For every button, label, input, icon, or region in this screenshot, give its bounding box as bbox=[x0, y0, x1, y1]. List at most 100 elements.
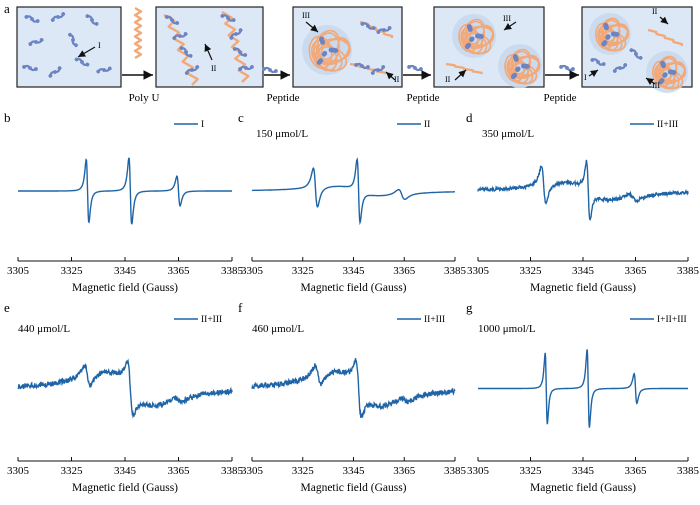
label-species-II-box2: II bbox=[211, 64, 217, 73]
x-tick-label-f-0: 3305 bbox=[241, 465, 264, 477]
rna-strand-box5 bbox=[647, 28, 684, 47]
x-axis-label-f: Magnetic field (Gauss) bbox=[300, 482, 406, 494]
arrow-box3-a bbox=[305, 21, 319, 33]
spectrum-line-g bbox=[478, 349, 688, 428]
rna-strand-box4 bbox=[445, 62, 484, 75]
x-tick-label-b-0: 3305 bbox=[7, 265, 30, 277]
peptide-free-3 bbox=[559, 64, 575, 72]
peptide-free-1 bbox=[262, 66, 278, 74]
epr-panel-g: g 3305 3325 3345 3365 3385 Magnetic field (Gau… bbox=[466, 300, 700, 494]
x-axis-label-g: Magnetic field (Gauss) bbox=[530, 482, 636, 494]
legend-label-d: II+III bbox=[657, 120, 678, 130]
x-tick-label-f-2: 3345 bbox=[343, 465, 366, 477]
x-tick-label-c-2: 3345 bbox=[343, 265, 366, 277]
peptide-box2-1 bbox=[172, 32, 188, 40]
arrow-label-peptide-1: Peptide bbox=[267, 92, 300, 104]
peptide-box5-0 bbox=[590, 58, 606, 66]
spectrum-line-e bbox=[17, 358, 233, 419]
arrow-box4-a bbox=[503, 21, 517, 31]
x-tick-label-c-0: 3305 bbox=[241, 265, 264, 277]
peptide-box2-5 bbox=[229, 28, 243, 40]
arrow-box3-b bbox=[385, 71, 396, 81]
concentration-label-e: 440 μmol/L bbox=[18, 323, 70, 335]
peptide-box1-3 bbox=[28, 38, 44, 46]
rna-strand-box2-b bbox=[221, 10, 250, 83]
concentration-label-c: 150 μmol/L bbox=[256, 128, 308, 140]
label-species-I-box5: I bbox=[584, 73, 587, 82]
x-tick-label-g-2: 3345 bbox=[572, 465, 595, 477]
x-tick-label-b-3: 3365 bbox=[168, 265, 191, 277]
peptide-box2-2 bbox=[179, 46, 193, 58]
epr-panel-f: f 3305 3325 3345 3365 3385 Magnetic field (Gau… bbox=[238, 300, 467, 494]
peptide-box2-3 bbox=[184, 65, 200, 75]
x-tick-label-f-3: 3365 bbox=[393, 465, 416, 477]
peptide-box1-2 bbox=[85, 14, 99, 26]
x-tick-label-e-1: 3325 bbox=[61, 465, 84, 477]
epr-panel-c: c 3305 3325 3345 3365 3385 Magnetic field (Gau… bbox=[238, 110, 467, 294]
panel-label-e: e bbox=[4, 300, 10, 315]
label-species-III-box4: III bbox=[503, 14, 511, 23]
legend-label-f: II+III bbox=[424, 315, 445, 325]
arrow-box2 bbox=[204, 43, 213, 61]
x-tick-label-g-1: 3325 bbox=[520, 465, 543, 477]
epr-panels: b 3305 3325 3345 3365 3385 Magnetic field (Gau… bbox=[4, 110, 700, 494]
x-tick-label-f-4: 3385 bbox=[444, 465, 467, 477]
x-tick-label-d-2: 3345 bbox=[572, 265, 595, 277]
arrow-box1 bbox=[77, 46, 96, 58]
x-tick-label-e-2: 3345 bbox=[114, 465, 137, 477]
peptide-box1-4 bbox=[22, 64, 38, 72]
spectrum-line-f bbox=[251, 358, 456, 418]
x-axis-label-d: Magnetic field (Gauss) bbox=[530, 282, 636, 294]
label-species-III-box3: III bbox=[302, 11, 310, 20]
x-tick-label-b-4: 3385 bbox=[221, 265, 244, 277]
panel-label-g: g bbox=[466, 300, 473, 315]
peptide-box1-5 bbox=[48, 66, 62, 78]
rna-chain-free bbox=[133, 6, 143, 60]
panel-label-c: c bbox=[238, 110, 244, 125]
x-tick-label-e-4: 3385 bbox=[221, 465, 244, 477]
peptide-box1-0 bbox=[24, 15, 40, 23]
x-axis-label-e: Magnetic field (Gauss) bbox=[72, 482, 178, 494]
arrow-box4-b bbox=[454, 69, 467, 81]
x-tick-label-g-4: 3385 bbox=[677, 465, 700, 477]
x-axis-label-b: Magnetic field (Gauss) bbox=[72, 282, 178, 294]
rna-strand-box3-b bbox=[349, 62, 388, 75]
peptide-box1-1 bbox=[50, 12, 66, 22]
concentration-label-f: 460 μmol/L bbox=[252, 323, 304, 335]
label-species-II-box4: II bbox=[445, 75, 451, 84]
x-tick-label-c-3: 3365 bbox=[393, 265, 416, 277]
x-tick-label-c-1: 3325 bbox=[292, 265, 315, 277]
cluster-box4-b bbox=[498, 44, 542, 88]
cluster-box4-a bbox=[452, 14, 496, 58]
x-tick-label-e-3: 3365 bbox=[168, 465, 191, 477]
panel-label-f: f bbox=[238, 300, 243, 315]
x-tick-label-g-0: 3305 bbox=[467, 465, 490, 477]
panel-label-d: d bbox=[466, 110, 473, 125]
panel-label-b: b bbox=[4, 110, 11, 125]
peptide-box3-2 bbox=[354, 62, 370, 70]
x-tick-label-d-4: 3385 bbox=[677, 265, 700, 277]
epr-panel-d: d 3305 3325 3345 3365 3385 Magnetic field (Gau… bbox=[466, 110, 700, 294]
legend-label-e: II+III bbox=[201, 315, 222, 325]
label-species-I-box1: I bbox=[98, 41, 101, 50]
x-tick-label-g-3: 3365 bbox=[625, 465, 648, 477]
x-tick-label-f-1: 3325 bbox=[292, 465, 315, 477]
peptide-box2-0 bbox=[164, 15, 180, 25]
arrow-label-peptide-3: Peptide bbox=[544, 92, 577, 104]
arrow-box5-b bbox=[588, 69, 599, 77]
spectrum-line-c bbox=[252, 157, 455, 226]
legend-label-b: I bbox=[201, 120, 204, 130]
x-tick-label-d-1: 3325 bbox=[520, 265, 543, 277]
label-species-II-box5: II bbox=[652, 7, 658, 16]
peptide-box1-7 bbox=[96, 66, 112, 74]
peptide-box2-4 bbox=[220, 14, 236, 22]
x-tick-label-b-1: 3325 bbox=[61, 265, 84, 277]
peptide-box3-3 bbox=[370, 65, 386, 75]
arrow-label-poly-u: Poly U bbox=[129, 92, 160, 104]
arrow-box5-a bbox=[659, 16, 669, 25]
spectrum-line-d bbox=[477, 159, 689, 221]
peptide-free-2 bbox=[407, 64, 423, 72]
peptide-box5-1 bbox=[612, 63, 628, 73]
